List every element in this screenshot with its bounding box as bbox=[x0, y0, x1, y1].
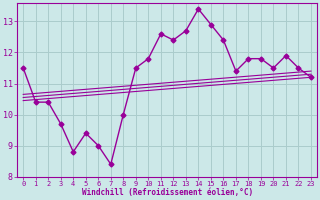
X-axis label: Windchill (Refroidissement éolien,°C): Windchill (Refroidissement éolien,°C) bbox=[82, 188, 253, 197]
